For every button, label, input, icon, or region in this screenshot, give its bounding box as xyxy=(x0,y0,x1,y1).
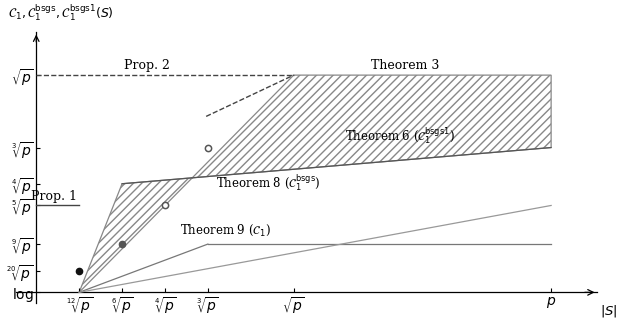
Text: Prop. 2: Prop. 2 xyxy=(124,59,170,72)
Text: Theorem 6 ($\mathcal{C}_1^{\mathrm{bsgs1}}$): Theorem 6 ($\mathcal{C}_1^{\mathrm{bsgs1… xyxy=(345,125,455,146)
Text: Theorem 8 ($\mathcal{C}_1^{\mathrm{bsgs}}$): Theorem 8 ($\mathcal{C}_1^{\mathrm{bsgs}… xyxy=(216,172,321,193)
Text: Prop. 1: Prop. 1 xyxy=(31,190,77,203)
Text: Theorem 3: Theorem 3 xyxy=(371,59,440,72)
Text: Theorem 9 ($\mathcal{C}_1$): Theorem 9 ($\mathcal{C}_1$) xyxy=(180,223,271,238)
Text: $|S|$: $|S|$ xyxy=(600,303,618,319)
Polygon shape xyxy=(79,75,551,292)
Text: $\mathcal{C}_1, \mathcal{C}_1^{\mathrm{bsgs}}, \mathcal{C}_1^{\mathrm{bsgs1}}(S): $\mathcal{C}_1, \mathcal{C}_1^{\mathrm{b… xyxy=(8,2,113,23)
